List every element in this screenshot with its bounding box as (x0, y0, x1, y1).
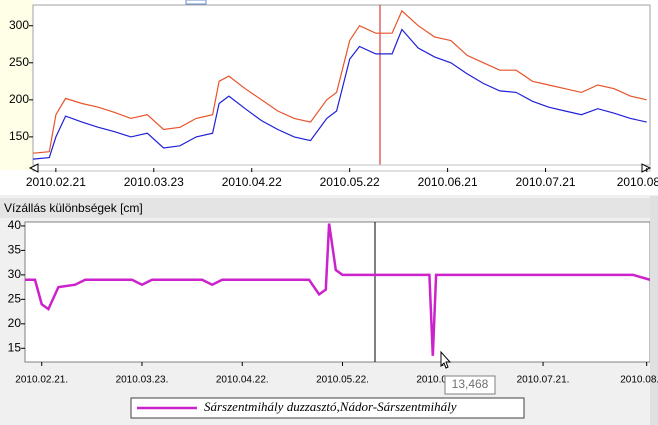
tooltip-text: 13,468 (452, 377, 489, 391)
y-tick-label: 250 (9, 55, 29, 69)
panel-header (0, 198, 650, 218)
x-tick-label: 2010.08.21 (617, 175, 658, 189)
y-tick-label: 150 (9, 129, 29, 143)
plot-area (32, 4, 651, 169)
y-tick-label: 35 (8, 243, 22, 257)
legend (130, 397, 525, 419)
legend-label: Sárszentmihály duzzasztó,Nádor-Sárszentm… (204, 399, 457, 414)
series-line (33, 28, 647, 160)
x-tick-label: 2010.05.22 (320, 175, 380, 189)
series-line (25, 223, 650, 356)
x-tick-label: 2010.04.22. (216, 375, 269, 386)
x-tick-label: 2010.02.21 (26, 175, 86, 189)
y-tick-label: 300 (9, 18, 29, 32)
y-tick-label: 25 (8, 292, 22, 306)
plot-area (24, 221, 651, 363)
x-tick-label: 2010.03.23 (124, 175, 184, 189)
series-group (25, 223, 650, 356)
tooltip (444, 375, 496, 395)
y-tick-label: 15 (8, 340, 22, 354)
y-tick-label: 20 (8, 316, 22, 330)
x-tick-label: 2010.08.21. (620, 375, 658, 386)
x-tick-label: 2010.07.21. (517, 375, 570, 386)
charts: 150 200 250 300 2010.02.21 2010.03.23 2010.04.… (8, 9, 658, 386)
x-tick-label: 2010.04.22 (222, 175, 282, 189)
x-tick-label: 2010.06.21. (416, 375, 469, 386)
scrollbar[interactable] (650, 196, 658, 425)
x-tick-label: 2010.06.21 (418, 175, 478, 189)
x-tick-label: 2010.07.21 (516, 175, 576, 189)
y-axis-band (0, 0, 33, 170)
x-tick-label: 2010.02.21. (15, 375, 68, 386)
x-tick-label: 2010.05.22. (316, 375, 369, 386)
y-tick-label: 30 (8, 267, 22, 281)
y-tick-label: 40 (8, 218, 22, 232)
scrollbar[interactable] (32, 164, 651, 172)
y-tick-label: 200 (9, 92, 29, 106)
x-tick-label: 2010.03.23. (116, 375, 169, 386)
panel-title: Vízállás különbségek [cm] (4, 201, 143, 215)
series-group (33, 9, 647, 160)
mouse-pointer (440, 350, 452, 369)
tab (185, 0, 207, 5)
series-line (33, 9, 647, 154)
scroll-arrows[interactable] (28, 163, 652, 173)
